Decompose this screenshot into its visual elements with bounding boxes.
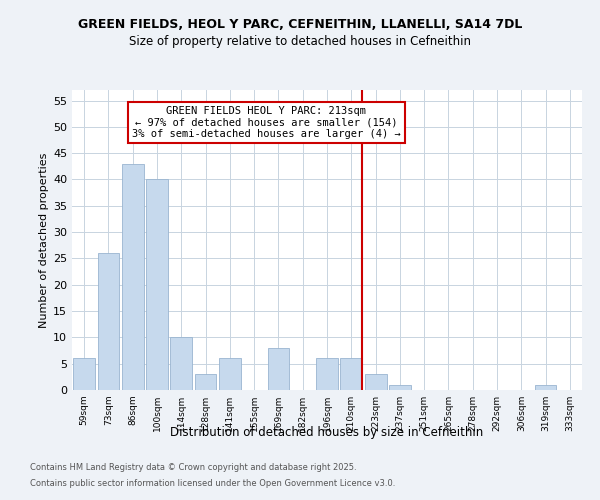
Bar (316, 358, 338, 390)
Text: Contains public sector information licensed under the Open Government Licence v3: Contains public sector information licen… (30, 478, 395, 488)
Text: GREEN FIELDS, HEOL Y PARC, CEFNEITHIN, LLANELLI, SA14 7DL: GREEN FIELDS, HEOL Y PARC, CEFNEITHIN, L… (78, 18, 522, 30)
Text: Distribution of detached houses by size in Cefneithin: Distribution of detached houses by size … (170, 426, 484, 439)
Bar (194, 374, 217, 390)
Text: GREEN FIELDS HEOL Y PARC: 213sqm
← 97% of detached houses are smaller (154)
3% o: GREEN FIELDS HEOL Y PARC: 213sqm ← 97% o… (132, 106, 401, 139)
Bar (535, 384, 556, 390)
Bar (122, 164, 143, 390)
Bar (340, 358, 362, 390)
Text: Size of property relative to detached houses in Cefneithin: Size of property relative to detached ho… (129, 35, 471, 48)
Bar (97, 253, 119, 390)
Y-axis label: Number of detached properties: Number of detached properties (39, 152, 49, 328)
Bar (170, 338, 192, 390)
Bar (268, 348, 289, 390)
Bar (73, 358, 95, 390)
Bar (365, 374, 386, 390)
Bar (219, 358, 241, 390)
Bar (389, 384, 411, 390)
Bar (146, 180, 168, 390)
Text: Contains HM Land Registry data © Crown copyright and database right 2025.: Contains HM Land Registry data © Crown c… (30, 464, 356, 472)
